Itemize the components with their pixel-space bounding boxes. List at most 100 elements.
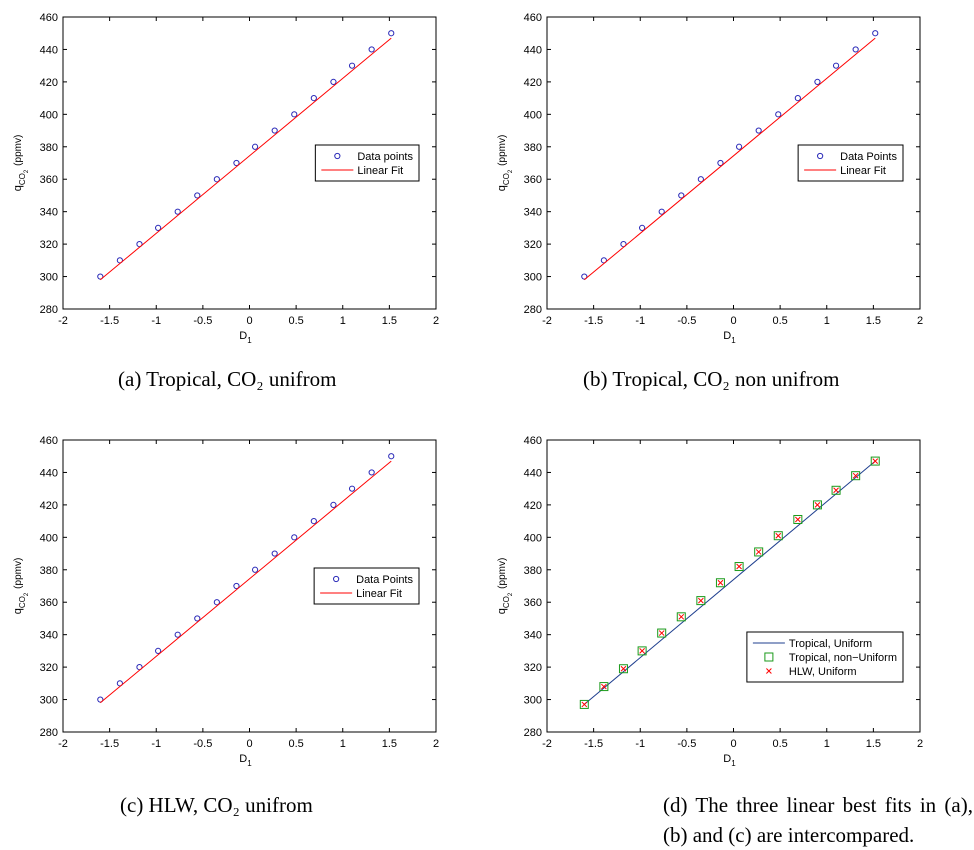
data-point [775,532,782,539]
data-point [330,501,337,508]
data-point [599,682,609,692]
x-tick-label: -1 [151,738,161,750]
y-tick-label: 420 [40,77,58,89]
data-point [368,469,375,476]
x-tick-label: -1 [635,738,645,750]
data-point [174,208,181,215]
x-tick-label: 0.5 [288,738,303,750]
data-point [754,547,764,557]
x-tick-label: 0 [246,738,252,750]
data-point [639,648,645,654]
y-tick-label: 340 [40,207,58,219]
subplot: -2 -1.5 -1 -0.5 0 0.5 1 1.5 2 280 300 320 340 360 380 4… [12,12,439,345]
y-tick-label: 420 [524,77,542,89]
y-tick-label: 360 [524,174,542,186]
data-point [851,471,861,481]
data-point [658,208,665,215]
x-axis-label-text: D [239,753,247,765]
y-axis-label: qCO2(ppmv) [496,558,514,615]
y-tick-label: 320 [40,662,58,674]
data-point [348,485,356,492]
x-tick-label: 0.5 [772,315,787,327]
y-tick-label: 320 [40,239,58,251]
legend-label: Linear Fit [356,588,402,600]
x-axis-label-sub: 1 [731,336,736,345]
y-axis-label-unit: (ppmv) [13,558,24,589]
data-point [766,668,772,674]
x-axis-label-text: D [723,753,731,765]
y-tick-label: 400 [524,532,542,544]
data-point [736,563,742,570]
y-tick-label: 400 [40,109,58,121]
x-tick-label: -2 [58,315,68,327]
data-point [155,647,162,654]
y-axis-label-unit: (ppmv) [497,558,508,589]
data-point [637,646,647,656]
data-point [832,62,840,69]
y-tick-label: 380 [40,565,58,577]
data-point [213,176,220,183]
y-axis-label-text: q [496,185,508,191]
y-tick-label: 440 [524,467,542,479]
data-point [831,485,841,495]
y-tick-label: 280 [524,727,542,739]
data-point [620,665,627,672]
y-axis-label: qCO2(ppmv) [12,558,30,615]
data-point [348,62,356,69]
x-tick-label: -0.5 [677,315,696,327]
x-axis-label: D1 [723,330,736,345]
caption: (b) Tropical, CO₂ non unifrom [583,367,840,391]
x-axis-label: D1 [239,330,252,345]
y-tick-label: 300 [524,272,542,284]
legend-label: Linear Fit [840,165,886,177]
x-tick-label: -0.5 [193,315,212,327]
legend-label: Linear Fit [357,165,403,177]
data-point [697,176,704,183]
x-axis-label-sub: 1 [731,759,736,768]
data-point [601,683,607,690]
y-axis-label-subsub: 2 [508,592,514,596]
data-point [251,143,259,150]
data-point [330,78,337,85]
x-tick-label: 0 [730,738,736,750]
data-point [388,30,395,37]
x-tick-label: 1.5 [866,315,881,327]
data-point [291,534,298,541]
data-point [194,615,201,622]
legend-label: Data Points [356,574,413,586]
x-tick-label: 2 [917,315,923,327]
subplot: -2 -1.5 -1 -0.5 0 0.5 1 1.5 2 280 300 320 340 360 380 4… [12,435,439,768]
data-point [870,456,880,466]
data-point [271,550,278,557]
x-tick-label: -2 [542,738,552,750]
data-point [755,549,762,555]
data-point [271,127,278,134]
y-tick-label: 320 [524,662,542,674]
y-tick-label: 300 [40,695,58,707]
y-axis-label-text: q [496,608,508,614]
x-axis-label-text: D [723,330,731,342]
data-point [174,631,181,638]
data-point [310,95,317,102]
x-tick-label: 2 [433,738,439,750]
data-point [579,699,589,709]
y-axis-label: qCO2(ppmv) [496,135,514,192]
x-tick-label: -0.5 [193,738,212,750]
data-point [852,472,859,479]
data-point [775,111,782,118]
x-tick-label: 1 [340,315,346,327]
y-axis-label-sub: CO [502,173,511,185]
data-point [333,575,340,583]
x-tick-label: -1.5 [584,315,603,327]
y-tick-label: 340 [40,630,58,642]
data-point [678,192,685,199]
data-point [717,579,724,586]
legend-label: Data Points [840,151,897,163]
y-tick-label: 460 [524,435,542,447]
y-axis-label-sub: CO [18,173,27,185]
data-point [155,224,162,231]
y-axis-label-text: q [12,608,24,614]
data-point [233,582,240,590]
